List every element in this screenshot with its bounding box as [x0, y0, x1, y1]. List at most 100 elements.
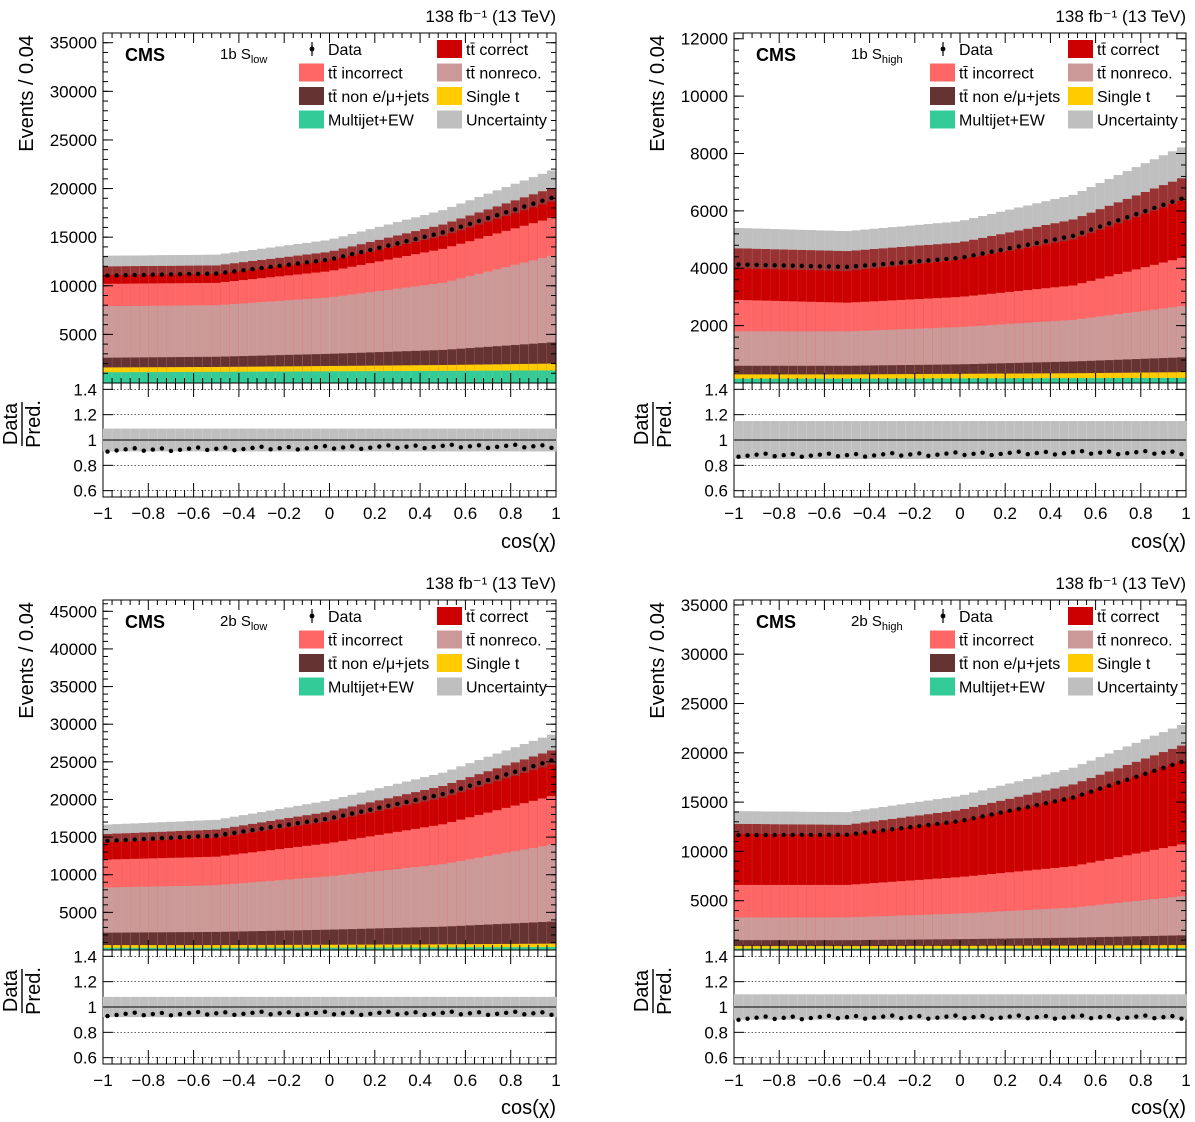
stack-bar-nonreco: [429, 284, 439, 383]
x-tick-label: 0: [955, 1071, 964, 1090]
x-tick-label: −0.8: [132, 1071, 166, 1090]
stack-bar-nonlep: [374, 928, 385, 950]
uncertainty-band-upper: [546, 170, 556, 189]
ratio-data-point: [368, 1011, 373, 1017]
x-tick-label: −0.4: [853, 1071, 887, 1090]
stack-bar-nonlep: [474, 924, 484, 950]
data-point: [223, 270, 228, 275]
stack-bar-multijet: [1014, 378, 1024, 383]
uncertainty-band-upper: [1104, 753, 1114, 772]
ratio-data-point: [395, 445, 400, 451]
stack-bar-nonreco: [474, 857, 484, 950]
uncertainty-band-upper: [887, 227, 898, 248]
stack-bar-nonlep: [1140, 936, 1151, 950]
stack-bar-nonlep: [1077, 361, 1087, 383]
stack-bar-nonreco: [166, 886, 176, 950]
stack-bar-single_t: [284, 944, 294, 950]
uncertainty-band-upper: [383, 224, 394, 238]
uncertainty-band-upper: [537, 173, 548, 192]
data-point: [745, 832, 750, 838]
stack-bar-multijet: [238, 371, 249, 383]
stack-bar-nonlep: [438, 926, 448, 950]
stack-bar-multijet: [420, 370, 430, 383]
uncertainty-band-upper: [969, 218, 979, 240]
data-point: [232, 269, 237, 274]
ratio-data-point: [1143, 448, 1148, 454]
stack-bar-nonreco: [266, 880, 276, 950]
stack-bar-multijet: [734, 948, 744, 950]
ratio-data-point: [295, 1012, 300, 1018]
stack-bar-single_t: [779, 946, 789, 950]
stack-bar-nonreco: [806, 331, 816, 383]
data-point: [386, 243, 391, 248]
uncertainty-band-upper: [1050, 199, 1060, 224]
stack-bar-multijet: [1113, 378, 1124, 383]
ratio-data-point: [340, 445, 346, 450]
stack-bar-multijet: [996, 948, 1006, 950]
stack-bar-multijet: [761, 378, 771, 383]
data-point: [817, 832, 823, 838]
y-tick-label: 20000: [681, 744, 728, 763]
stack-bar-multijet: [770, 948, 780, 950]
uncertainty-band-upper: [869, 808, 879, 822]
stack-bar-nonreco: [537, 846, 548, 950]
stack-bar-multijet: [1023, 948, 1033, 950]
uncertainty-band-upper: [761, 228, 771, 249]
ratio-data-point: [549, 1012, 554, 1018]
stack-bar-multijet: [528, 370, 539, 383]
ratio-data-point: [917, 1013, 922, 1019]
stack-bar-nonreco: [1095, 904, 1105, 950]
data-point: [522, 204, 527, 209]
uncertainty-band-upper: [1158, 155, 1169, 186]
ratio-data-point: [277, 1011, 282, 1016]
uncertainty-band-upper: [438, 210, 448, 225]
uncertainty-band-upper: [1059, 197, 1069, 222]
stack-bar-multijet: [887, 378, 898, 383]
stack-bar-nonreco: [510, 851, 521, 950]
ratio-data-point: [908, 452, 913, 457]
y-axis-title: Events / 0.04: [647, 35, 669, 152]
uncertainty-band-upper: [1122, 171, 1133, 199]
data-point: [953, 256, 958, 261]
stack-bar-nonlep: [166, 932, 176, 950]
stack-bar-multijet: [914, 378, 925, 383]
stack-bar-multijet: [148, 372, 158, 383]
data-point: [359, 809, 364, 814]
stack-bar-nonreco: [438, 864, 448, 950]
legend-label-single_t: Single t: [466, 89, 520, 106]
y-tick-label: 10000: [681, 87, 728, 106]
ratio-y-tick-label: 1.4: [704, 947, 728, 966]
uncertainty-band-upper: [365, 229, 376, 242]
uncertainty-band-upper: [1023, 205, 1033, 229]
ratio-y-tick-label: 1: [719, 431, 728, 450]
stack-bar-nonreco: [869, 916, 879, 950]
ratio-data-point: [1125, 1015, 1130, 1020]
ratio-data-point: [268, 447, 273, 452]
stack-bar-multijet: [1140, 948, 1151, 950]
uncertainty-band-upper: [896, 804, 907, 818]
data-point: [971, 816, 976, 821]
stack-bar-single_t: [869, 946, 879, 950]
stack-bar-multijet: [329, 947, 339, 950]
uncertainty-band-upper: [510, 747, 521, 763]
ratio-data-point: [386, 443, 391, 448]
uncertainty-band-upper: [779, 811, 789, 825]
legend-label-single_t: Single t: [466, 656, 520, 673]
stack-bar-nonreco: [887, 329, 898, 383]
uncertainty-band-upper: [311, 802, 321, 814]
uncertainty-band-upper: [1041, 774, 1051, 791]
stack-bar-nonreco: [950, 327, 961, 383]
data-point: [1106, 221, 1112, 226]
data-point: [195, 271, 201, 277]
stack-bar-nonlep: [130, 932, 140, 950]
ratio-y-title-denominator: Pred.: [23, 967, 45, 1015]
legend-swatch-multijet: [930, 110, 955, 129]
stack-bar-multijet: [1122, 948, 1133, 950]
data-point: [377, 805, 382, 810]
stack-bar-nonreco: [797, 331, 807, 383]
stack-bar-nonreco: [329, 296, 339, 383]
stack-bar-nonreco: [311, 298, 321, 383]
stack-bar-single_t: [202, 945, 213, 950]
stack-bar-multijet: [257, 947, 267, 950]
uncertainty-band-upper: [1005, 209, 1015, 233]
